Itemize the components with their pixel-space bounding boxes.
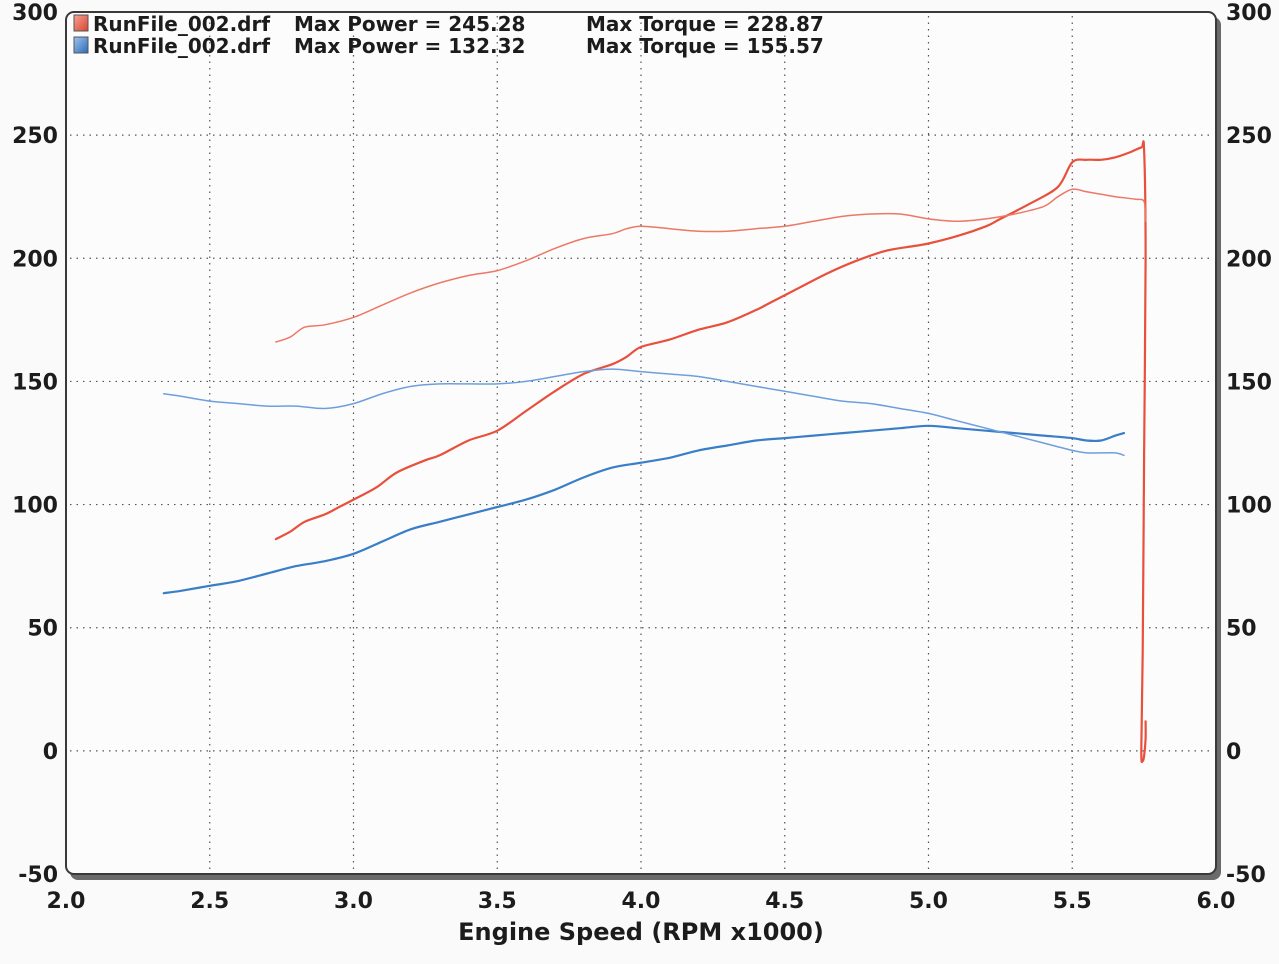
x-tick: 5.5 [1053, 889, 1092, 914]
y-tick-left: 300 [12, 1, 58, 26]
x-tick: 5.0 [909, 889, 948, 914]
y-tick-right: 250 [1226, 124, 1272, 149]
y-tick-left: 0 [43, 740, 58, 765]
series-1-torque-line [275, 188, 1147, 343]
y-tick-right: 0 [1226, 740, 1241, 765]
legend-swatch-red [73, 14, 89, 32]
x-tick: 2.0 [47, 889, 86, 914]
y-tick-right: -50 [1226, 863, 1266, 888]
legend-torque-1: Max Torque = 228.87 [586, 12, 824, 36]
series-1-power-line [274, 140, 1147, 764]
y-tick-right: 150 [1226, 370, 1272, 395]
x-tick: 4.5 [765, 889, 804, 914]
x-tick: 6.0 [1197, 889, 1236, 914]
y-tick-left: 50 [27, 617, 58, 642]
y-tick-left: 100 [12, 494, 58, 519]
legend-file-1: RunFile_002.drf [93, 12, 270, 36]
plot-area [65, 11, 1217, 875]
x-tick: 2.5 [190, 889, 229, 914]
y-tick-right: 300 [1226, 1, 1272, 26]
y-tick-left: 250 [12, 124, 58, 149]
legend-torque-2: Max Torque = 155.57 [586, 34, 824, 58]
series-2-torque-line [162, 368, 1125, 457]
y-axis-left: -50 0 50 100 150 200 250 300 [12, 1, 58, 888]
legend: RunFile_002.drf Max Power = 245.28 Max T… [73, 12, 824, 58]
series-2-power-line [162, 424, 1126, 595]
x-tick: 4.0 [622, 889, 661, 914]
y-tick-right: 100 [1226, 494, 1272, 519]
y-tick-left: 150 [12, 370, 58, 395]
x-axis: 2.0 2.5 3.0 3.5 4.0 4.5 5.0 5.5 6.0 [47, 889, 1236, 914]
legend-power-2: Max Power = 132.32 [294, 34, 525, 58]
legend-swatch-blue [73, 36, 89, 54]
y-tick-right: 50 [1226, 617, 1257, 642]
y-tick-right: 200 [1226, 247, 1272, 272]
x-tick: 3.5 [478, 889, 517, 914]
y-axis-right: -50 0 50 100 150 200 250 300 [1226, 1, 1272, 888]
x-tick: 3.0 [334, 889, 373, 914]
x-axis-title: Engine Speed (RPM x1000) [458, 918, 824, 946]
series-layer [162, 140, 1147, 764]
legend-file-2: RunFile_002.drf [93, 34, 270, 58]
y-tick-left: 200 [12, 247, 58, 272]
legend-power-1: Max Power = 245.28 [294, 12, 525, 36]
y-tick-left: -50 [18, 863, 58, 888]
